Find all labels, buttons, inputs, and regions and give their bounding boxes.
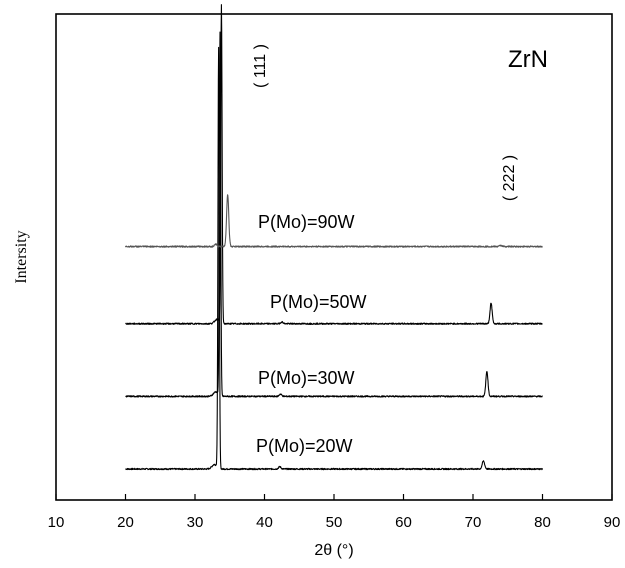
peak-annotation: ( 111 ) [252,44,269,88]
x-axis-label: 2θ (°) [314,542,353,559]
series-trace [125,46,544,471]
plot-frame [55,13,613,501]
x-tick-label: 40 [256,514,273,531]
series-traces [124,4,544,471]
series-label: P(Mo)=20W [256,436,353,456]
x-tick-label: 10 [48,514,65,531]
series-label: P(Mo)=50W [270,292,367,312]
x-tick-label: 60 [395,514,412,531]
x-tick-label: 30 [187,514,204,531]
series-labels: P(Mo)=20W P(Mo)=30W P(Mo)=50W P(Mo)=90W [256,212,367,456]
y-axis-label: Intersity [13,230,30,283]
series-trace [124,194,543,248]
x-tick-label: 20 [117,514,134,531]
peak-annotations: ( 111 ) ( 222 ) [252,44,518,201]
x-tick-label: 70 [465,514,482,531]
chart-title: ZrN [508,46,548,73]
series-label: P(Mo)=30W [258,368,355,388]
x-tick-label: 90 [604,514,621,531]
peak-annotation: ( 222 ) [501,155,518,201]
series-trace [125,31,543,398]
x-tick-label: 50 [326,514,343,531]
series-label: P(Mo)=90W [258,212,355,232]
x-tick-label: 80 [534,514,551,531]
series-trace [125,4,543,325]
x-axis-ticks: 10 20 30 40 50 60 70 80 90 [48,494,621,531]
